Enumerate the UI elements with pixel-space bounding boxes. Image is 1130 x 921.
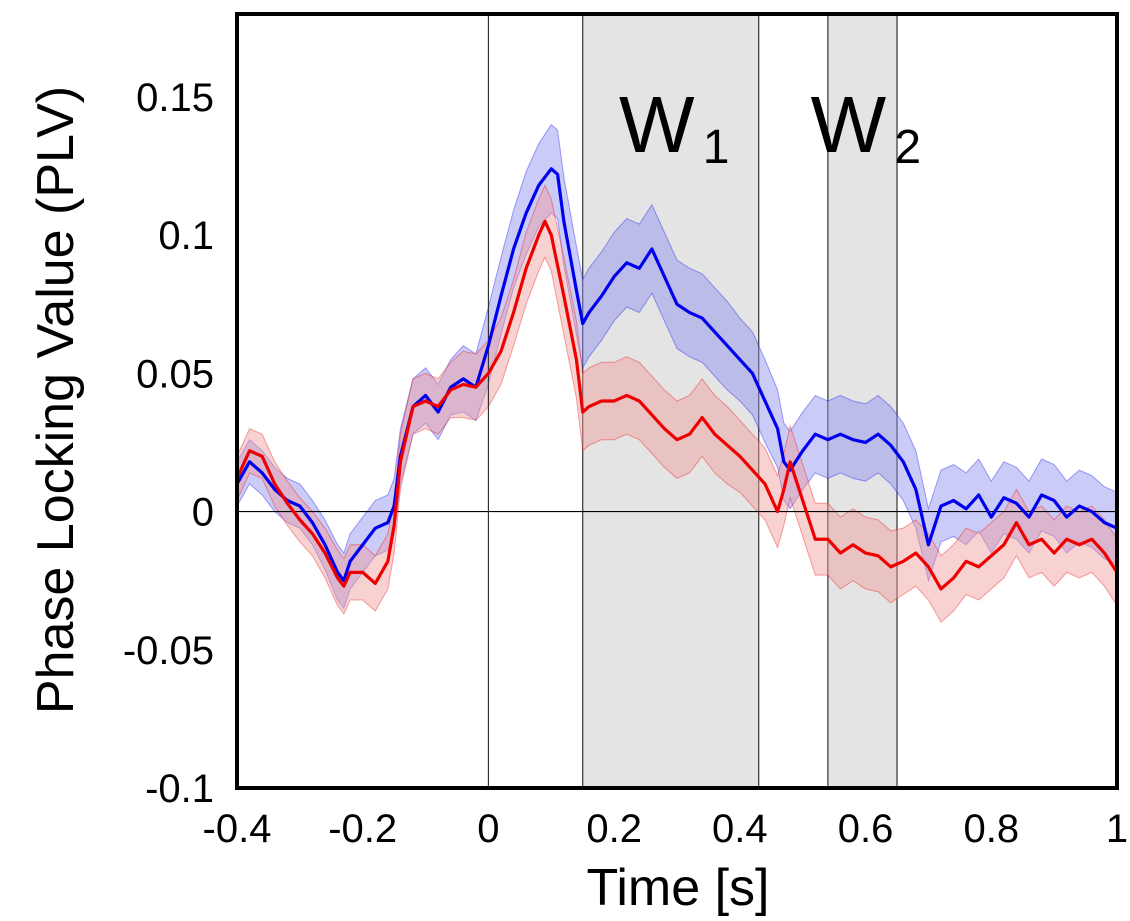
x-tick-labels: -0.4 -0.2 0 0.2 0.4 0.6 0.8 1: [203, 807, 1129, 851]
x-tick-label: 0.8: [963, 807, 1019, 851]
x-tick-label: -0.4: [203, 807, 272, 851]
y-tick-label: 0.1: [158, 214, 214, 258]
x-tick-label: 1: [1106, 807, 1128, 851]
y-tick-label: -0.1: [145, 767, 214, 811]
window-label-letter: W: [811, 80, 887, 169]
window-label-letter: W: [619, 80, 695, 169]
series-lines: [235, 167, 1119, 591]
x-tick-label: 0: [477, 807, 499, 851]
window-label-subscript: 1: [703, 121, 730, 174]
window-2-shade: [827, 14, 897, 788]
y-tick-label: -0.05: [123, 629, 214, 673]
x-tick-label: 0.6: [838, 807, 894, 851]
x-axis-title: Time [s]: [587, 859, 770, 917]
x-tick-label: -0.2: [328, 807, 397, 851]
reference-lines: [237, 14, 1117, 788]
plot-frame: [235, 12, 1119, 790]
series-1-line: [235, 167, 1118, 583]
x-tick-label: 0.4: [712, 807, 768, 851]
y-tick-label: 0: [192, 491, 214, 535]
y-axis-title: Phase Locking Value (PLV): [27, 86, 85, 714]
y-tick-label: 0.05: [136, 352, 214, 396]
series-2-line: [235, 219, 1119, 591]
y-tick-labels: -0.1 -0.05 0 0.05 0.1 0.15: [123, 76, 214, 811]
x-tick-label: 0.2: [586, 807, 642, 851]
y-tick-label: 0.15: [136, 76, 214, 120]
window-label-subscript: 2: [894, 121, 921, 174]
plot-border: [235, 12, 1119, 790]
